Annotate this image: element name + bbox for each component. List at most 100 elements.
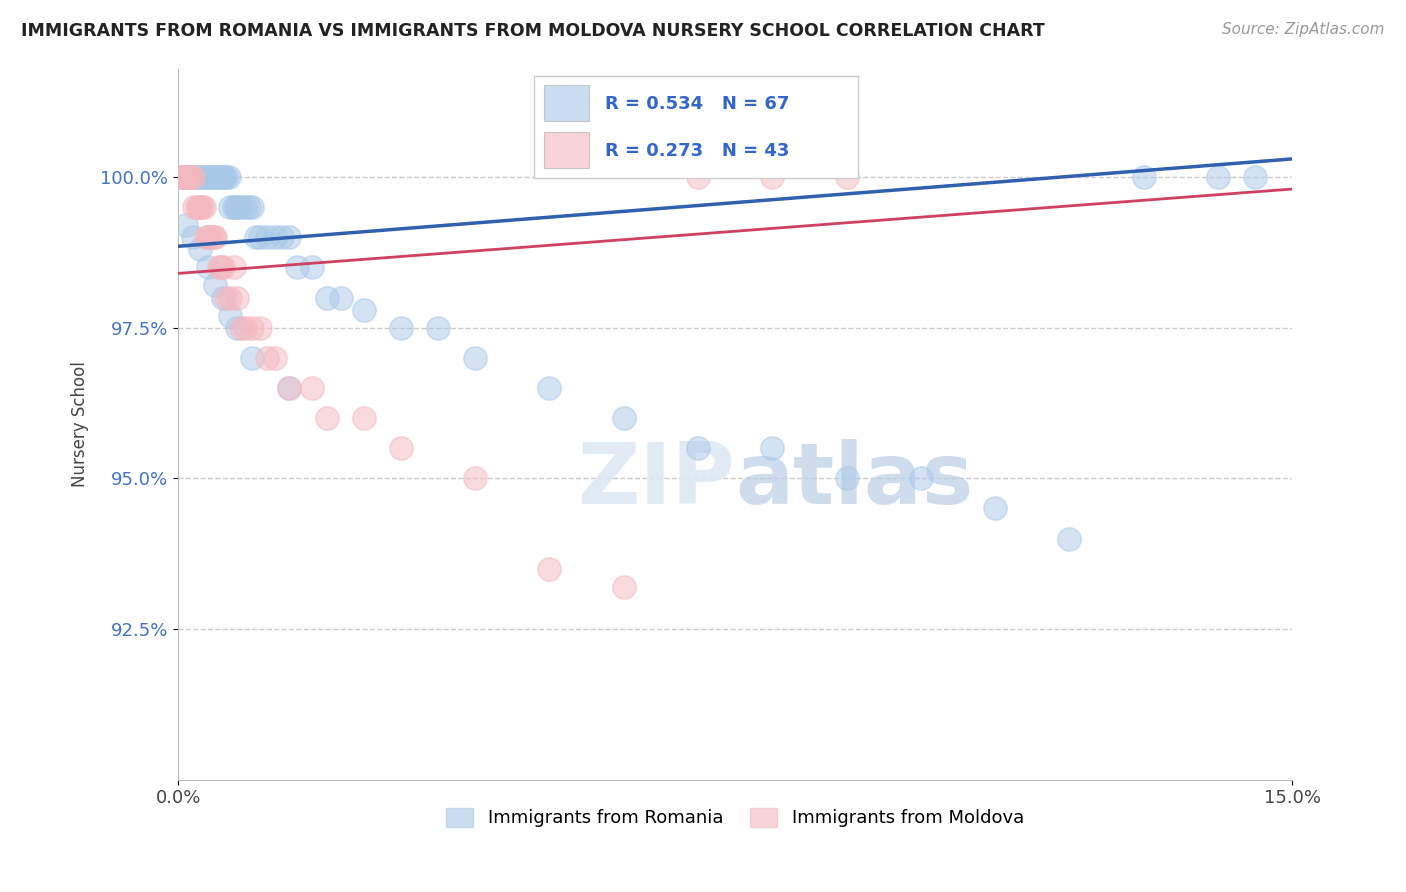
Point bbox=[613, 411, 636, 425]
Point bbox=[204, 230, 226, 244]
Point bbox=[389, 320, 412, 334]
Point bbox=[226, 291, 249, 305]
Point bbox=[211, 169, 233, 184]
Point bbox=[231, 200, 253, 214]
Point bbox=[174, 218, 197, 232]
Point bbox=[187, 200, 209, 214]
Point bbox=[315, 291, 337, 305]
Point bbox=[209, 169, 232, 184]
Point bbox=[330, 291, 353, 305]
Point bbox=[179, 169, 201, 184]
Point bbox=[197, 230, 219, 244]
Point bbox=[233, 320, 256, 334]
Point bbox=[233, 200, 256, 214]
Point bbox=[427, 320, 450, 334]
Point bbox=[170, 169, 193, 184]
Text: Source: ZipAtlas.com: Source: ZipAtlas.com bbox=[1222, 22, 1385, 37]
Point bbox=[197, 169, 219, 184]
Point bbox=[219, 309, 242, 323]
Point bbox=[263, 351, 285, 365]
Point bbox=[240, 200, 263, 214]
Point bbox=[301, 381, 323, 395]
Point bbox=[315, 411, 337, 425]
Point bbox=[353, 411, 375, 425]
Point bbox=[761, 441, 783, 455]
Point bbox=[538, 381, 561, 395]
Point bbox=[191, 200, 214, 214]
Text: R = 0.273   N = 43: R = 0.273 N = 43 bbox=[606, 142, 790, 160]
Point bbox=[984, 501, 1007, 516]
Point bbox=[301, 260, 323, 275]
Point bbox=[249, 230, 271, 244]
Point bbox=[198, 169, 221, 184]
Legend: Immigrants from Romania, Immigrants from Moldova: Immigrants from Romania, Immigrants from… bbox=[439, 801, 1032, 835]
Point bbox=[245, 230, 267, 244]
FancyBboxPatch shape bbox=[544, 132, 589, 168]
Point bbox=[222, 260, 245, 275]
Point bbox=[231, 320, 253, 334]
Point bbox=[222, 200, 245, 214]
Point bbox=[835, 169, 858, 184]
Point bbox=[464, 351, 486, 365]
Point bbox=[211, 291, 233, 305]
Point bbox=[686, 169, 709, 184]
Y-axis label: Nursery School: Nursery School bbox=[72, 361, 89, 487]
Point bbox=[278, 381, 301, 395]
Point bbox=[179, 169, 201, 184]
Point bbox=[218, 169, 240, 184]
Point bbox=[187, 169, 209, 184]
Point bbox=[183, 169, 205, 184]
Point bbox=[174, 169, 197, 184]
Point bbox=[176, 169, 198, 184]
Point bbox=[176, 169, 198, 184]
Text: ZIP: ZIP bbox=[578, 440, 735, 523]
Point bbox=[215, 169, 238, 184]
Point bbox=[225, 200, 247, 214]
Point bbox=[195, 230, 218, 244]
Text: R = 0.534   N = 67: R = 0.534 N = 67 bbox=[606, 95, 790, 112]
Point bbox=[180, 169, 202, 184]
Point bbox=[200, 169, 222, 184]
Point bbox=[240, 320, 263, 334]
Point bbox=[389, 441, 412, 455]
Point bbox=[198, 230, 221, 244]
Point bbox=[181, 169, 204, 184]
Point bbox=[226, 320, 249, 334]
Point bbox=[240, 351, 263, 365]
Point bbox=[202, 230, 225, 244]
Point bbox=[193, 200, 215, 214]
Point bbox=[464, 471, 486, 485]
Point bbox=[226, 200, 249, 214]
Point bbox=[211, 260, 233, 275]
Point bbox=[190, 169, 212, 184]
Point bbox=[249, 320, 271, 334]
Point bbox=[186, 169, 208, 184]
Point bbox=[278, 381, 301, 395]
Point bbox=[197, 260, 219, 275]
Point bbox=[173, 169, 195, 184]
Point bbox=[195, 169, 218, 184]
Point bbox=[212, 169, 235, 184]
Point bbox=[204, 278, 226, 293]
Point bbox=[910, 471, 932, 485]
Point bbox=[209, 260, 232, 275]
Point bbox=[761, 169, 783, 184]
Point bbox=[1059, 532, 1081, 546]
Point bbox=[353, 302, 375, 317]
Point bbox=[256, 351, 278, 365]
Point bbox=[1132, 169, 1154, 184]
Point bbox=[193, 169, 215, 184]
Point bbox=[835, 471, 858, 485]
FancyBboxPatch shape bbox=[544, 85, 589, 121]
Point bbox=[200, 230, 222, 244]
Point bbox=[190, 200, 212, 214]
Point bbox=[271, 230, 294, 244]
Point bbox=[208, 260, 231, 275]
Point bbox=[613, 580, 636, 594]
Point bbox=[180, 169, 202, 184]
Point bbox=[208, 169, 231, 184]
Text: atlas: atlas bbox=[735, 440, 973, 523]
Point bbox=[686, 441, 709, 455]
Point bbox=[202, 169, 225, 184]
Point bbox=[219, 200, 242, 214]
